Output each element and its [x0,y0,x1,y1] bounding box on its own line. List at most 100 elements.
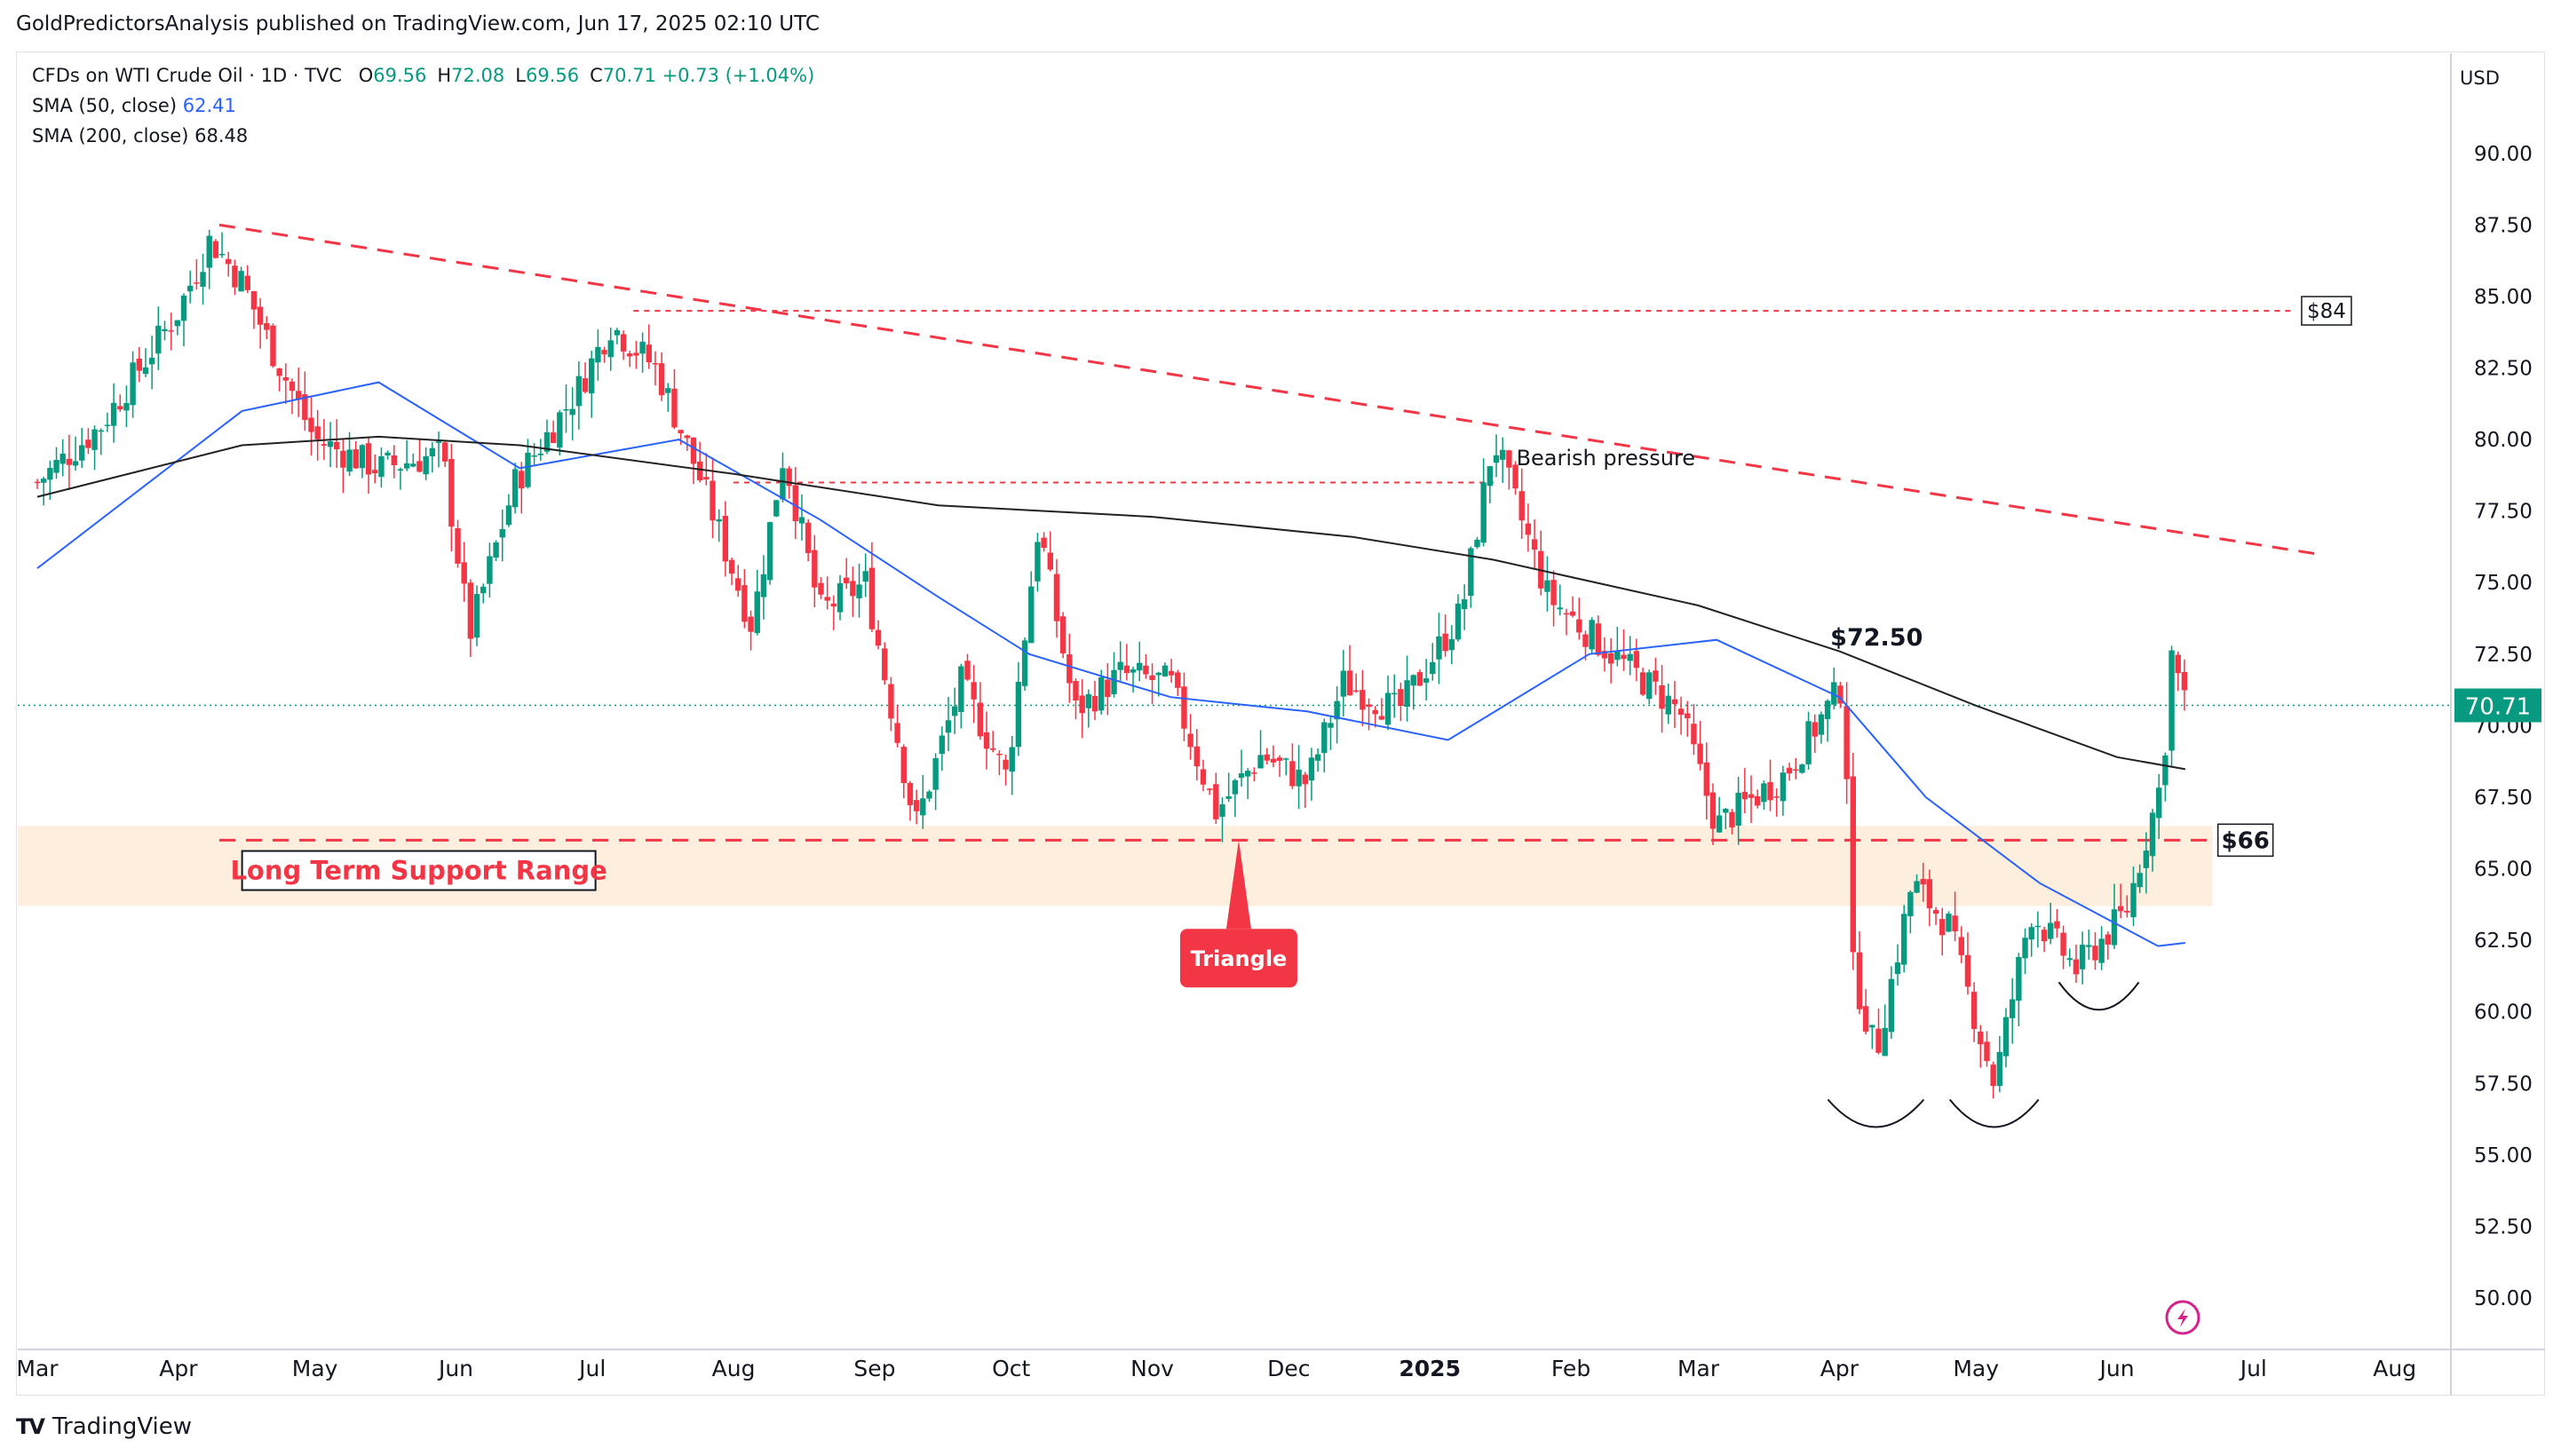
currency-button[interactable]: USD [2460,67,2500,89]
candle-body [589,358,595,394]
candle-body [1296,769,1302,787]
candle-body [1525,523,1532,535]
candle-body [1550,580,1557,605]
candle-body [1926,879,1933,909]
candle-body [1812,722,1818,737]
candle-body [1741,791,1748,800]
candle-body [735,578,741,591]
candle-body [1703,762,1709,796]
candle-body [1843,706,1850,779]
candle-body [98,430,104,432]
x-tick-label: Mar [1677,1356,1720,1381]
candle-body [232,265,238,288]
candle-body [110,402,117,426]
candle-body [525,453,531,487]
candle-body [684,435,691,439]
x-tick-label: Apr [1820,1356,1859,1381]
candle-body [1334,700,1340,720]
candle-body [461,562,467,584]
candle-body [2137,873,2143,888]
candle-body [1436,636,1442,660]
candle-body [59,454,66,464]
legend-sma50-row[interactable]: SMA (50, close) 62.41 [32,91,814,121]
candle-body [977,702,984,737]
publisher-line: GoldPredictorsAnalysis published on Trad… [16,12,820,36]
candle-body [550,432,557,443]
candle-body [1589,620,1595,650]
candle-body [2162,755,2169,786]
candle-body [1659,684,1665,709]
y-tick-label: 90.00 [2474,143,2533,166]
candle-body [658,363,665,396]
candle-body [907,782,914,805]
candle-body [1021,640,1028,686]
candle-body [1939,919,1946,936]
candle-body [1627,653,1633,661]
candle-body [983,732,990,749]
candle-body [1410,675,1416,686]
candle-body [1901,914,1907,965]
candle-body [1404,680,1410,707]
candle-body [1952,915,1958,932]
candle-body [971,682,977,700]
candle-body [766,522,773,581]
candle-body [850,581,856,597]
candle-body [238,271,244,292]
candle-body [1882,1027,1888,1056]
candle-body [397,469,404,471]
x-tick-label: Sep [853,1356,895,1381]
sma200-label: SMA (200, close) [32,125,189,146]
candle-body [939,735,946,755]
y-tick-label: 65.00 [2474,859,2533,882]
candle-body [1352,690,1360,692]
candle-body [2143,851,2150,868]
footer-brand: TradingView [52,1413,193,1440]
candle-body [1346,670,1353,696]
candle-body [1225,795,1232,799]
candle-body [1697,743,1703,764]
sma50-line [36,381,2186,947]
support-zone-label-box [241,850,597,891]
candle-body [1053,574,1060,621]
candle-body [569,408,575,415]
candle-body [1856,952,1863,1009]
candle-body [282,377,289,381]
candle-body [1894,962,1901,975]
candle-body [958,666,964,712]
candle-body [563,408,569,411]
candle-body [423,455,429,475]
candle-body [295,391,302,400]
y-tick-label: 77.50 [2474,501,2533,524]
candle-body [1914,881,1920,893]
candle-body [1035,542,1041,582]
candle-body [2181,672,2188,691]
candle-body [429,447,436,457]
candle-body [2175,654,2181,674]
candle-body [1646,672,1653,700]
candle-body [123,403,130,411]
symbol-name[interactable]: CFDs on WTI Crude Oil · 1D · TVC [32,65,342,86]
candle-body [1448,638,1455,651]
candle-body [289,381,296,392]
candle-body [900,747,907,784]
candle-body [448,458,455,527]
last-price-value: 70.71 [2465,694,2531,721]
candle-body [1392,692,1398,695]
candle-body [1531,539,1538,550]
candle-body [1709,792,1717,829]
candle-body [1091,695,1098,712]
candle-body [1958,937,1964,955]
candle-body [741,585,748,622]
candle-body [1639,672,1646,695]
legend-sma200-row[interactable]: SMA (200, close) 68.48 [32,121,814,151]
candle-body [1041,537,1047,549]
candle-body [359,445,366,469]
ohlc-l: L69.56 [515,65,580,86]
candle-body [455,527,461,564]
candle-body [1175,672,1181,688]
candle-body [467,582,474,639]
candle-body [1302,774,1308,785]
y-tick-label: 67.50 [2474,787,2533,810]
candle-body [2034,925,2042,928]
